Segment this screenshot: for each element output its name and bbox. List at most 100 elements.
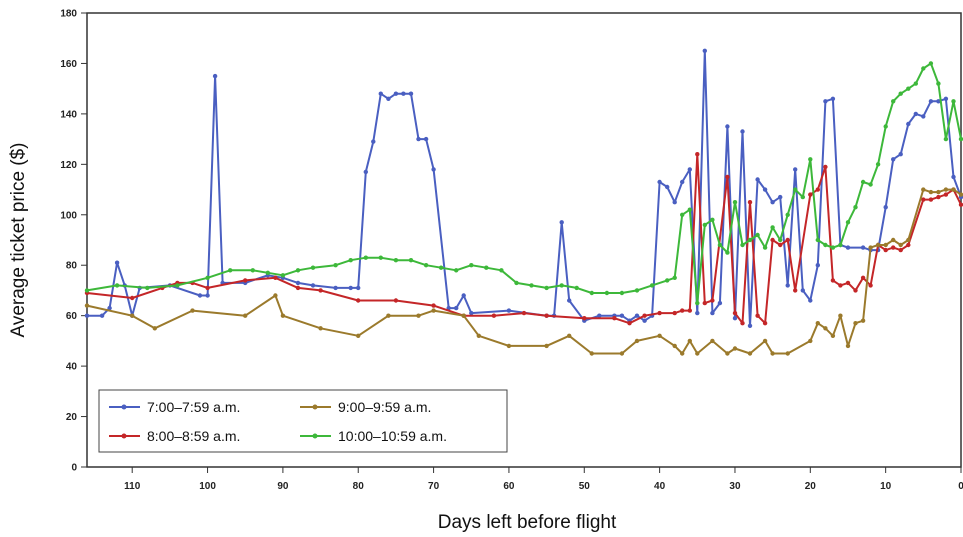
data-point — [559, 220, 564, 225]
data-point — [951, 174, 956, 180]
data-point — [823, 164, 828, 170]
data-point — [762, 245, 768, 250]
data-point — [921, 187, 926, 192]
data-point — [672, 200, 677, 205]
data-point — [619, 313, 625, 318]
data-point — [928, 99, 934, 104]
x-tick-label: 40 — [654, 481, 666, 492]
data-point — [808, 157, 813, 162]
data-point — [197, 293, 203, 298]
data-point — [619, 290, 625, 296]
data-point — [762, 187, 768, 192]
data-point — [875, 242, 881, 248]
data-point — [770, 200, 775, 205]
data-point — [657, 333, 662, 338]
data-point — [785, 283, 790, 288]
data-point — [484, 265, 489, 270]
data-point — [423, 136, 429, 142]
data-point — [416, 313, 421, 318]
y-tick-label: 40 — [66, 362, 78, 373]
data-point — [130, 313, 135, 318]
data-point — [823, 242, 828, 248]
data-point — [891, 237, 896, 243]
data-point — [567, 298, 572, 303]
data-point — [770, 225, 775, 230]
x-axis: 110 100 90 80 70 60 50 40 30 20 10 0 — [124, 467, 963, 492]
data-point — [762, 338, 768, 344]
data-point — [356, 298, 361, 303]
data-point — [732, 316, 738, 321]
data-point — [830, 245, 836, 250]
data-point — [506, 343, 512, 349]
data-point — [175, 283, 180, 288]
data-point — [386, 313, 391, 318]
data-point — [755, 177, 760, 182]
data-point — [868, 245, 873, 250]
data-point — [951, 99, 956, 104]
data-point — [567, 333, 572, 338]
y-tick-label: 20 — [66, 412, 78, 423]
y-axis-title: Average ticket price ($) — [8, 142, 29, 337]
data-point — [672, 275, 677, 280]
data-point — [958, 192, 963, 197]
y-axis: 0 20 40 60 80 100 120 140 160 180 — [60, 9, 87, 474]
data-point — [778, 194, 783, 200]
data-point — [145, 285, 150, 291]
data-point — [695, 152, 700, 157]
data-point — [943, 192, 949, 197]
data-point — [657, 310, 662, 316]
data-point — [476, 333, 481, 338]
data-point — [747, 237, 753, 243]
x-tick-label: 60 — [503, 481, 515, 492]
data-point — [680, 308, 685, 313]
data-point — [273, 275, 278, 280]
data-point — [891, 99, 896, 104]
data-point — [845, 245, 851, 250]
x-tick-label: 30 — [729, 481, 741, 492]
data-point — [295, 285, 301, 291]
data-point — [823, 99, 828, 104]
x-tick-label: 10 — [880, 481, 892, 492]
data-point — [921, 114, 926, 119]
data-point — [461, 293, 466, 298]
data-point — [84, 303, 90, 308]
data-point — [680, 179, 685, 185]
data-point — [755, 313, 760, 318]
data-point — [386, 96, 391, 102]
data-point — [898, 152, 903, 157]
data-point — [906, 86, 911, 91]
data-point — [845, 220, 851, 225]
data-point — [310, 265, 316, 270]
legend-label-7am: 7:00–7:59 a.m. — [147, 399, 240, 415]
data-point — [544, 313, 549, 318]
data-point — [446, 305, 451, 311]
data-point — [815, 263, 820, 268]
legend-label-8am: 8:00–8:59 a.m. — [147, 428, 240, 444]
data-point — [205, 285, 210, 291]
data-point — [84, 313, 90, 318]
data-point — [702, 222, 707, 228]
data-point — [378, 255, 383, 260]
data-point — [913, 81, 918, 86]
data-point — [936, 194, 941, 200]
data-point — [597, 313, 602, 318]
data-point — [943, 187, 949, 192]
data-point — [785, 237, 790, 243]
data-point — [808, 338, 813, 344]
data-point — [469, 263, 474, 268]
data-point — [99, 313, 105, 318]
data-point — [114, 260, 120, 265]
data-point — [114, 283, 120, 288]
data-point — [755, 232, 760, 238]
data-point — [725, 124, 730, 129]
data-point — [295, 280, 301, 286]
data-point — [815, 187, 820, 192]
data-point — [762, 321, 768, 326]
data-point — [732, 200, 738, 205]
data-point — [898, 247, 903, 253]
data-point — [785, 351, 790, 356]
y-tick-label: 60 — [66, 311, 78, 322]
data-point — [634, 313, 640, 318]
data-point — [318, 326, 323, 331]
data-point — [891, 245, 896, 250]
